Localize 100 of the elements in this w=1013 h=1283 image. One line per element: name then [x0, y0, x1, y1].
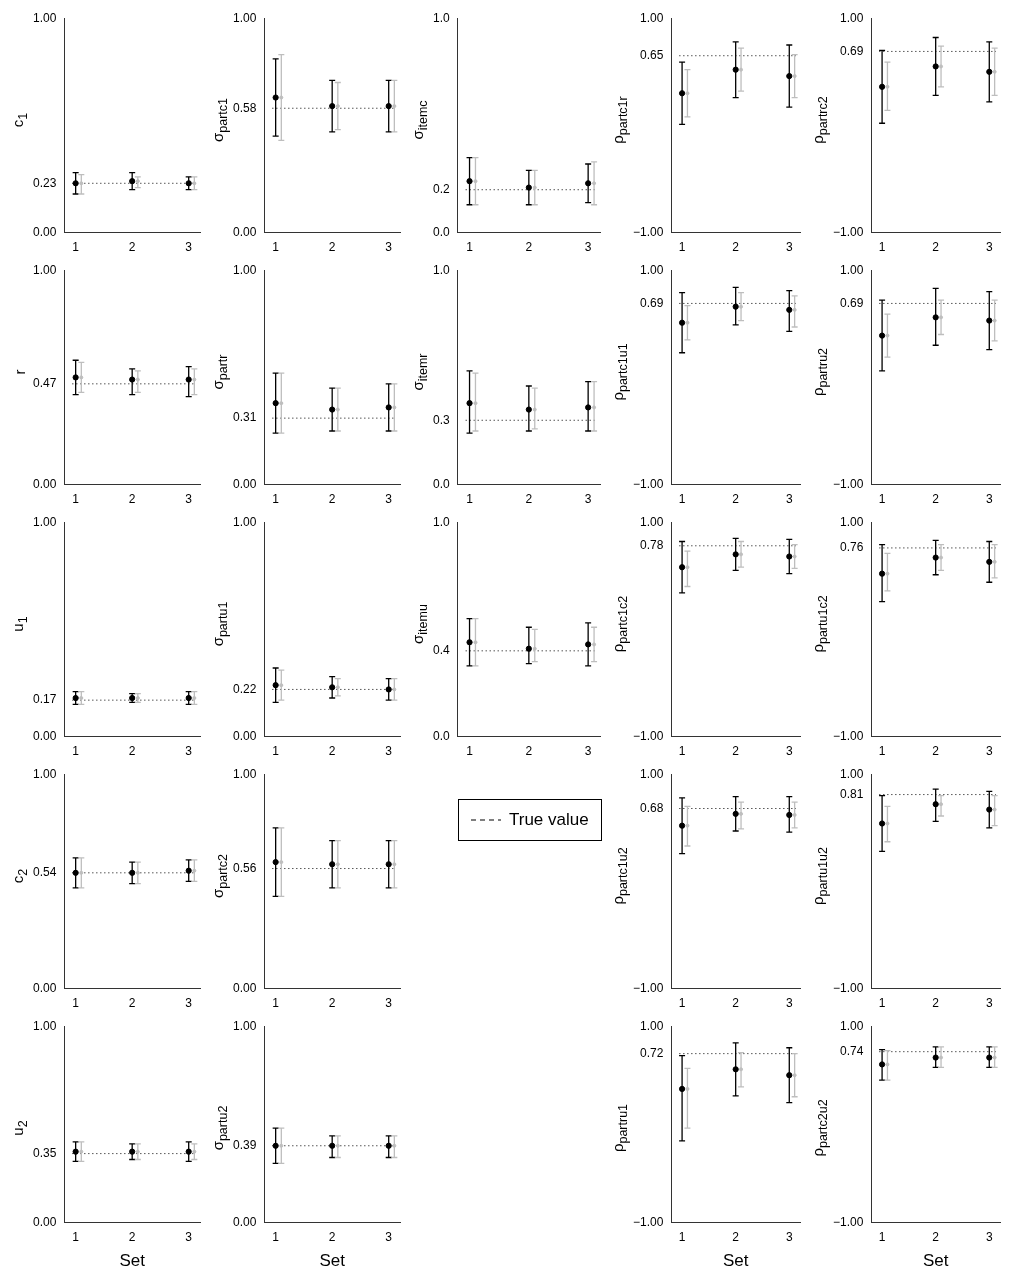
y-tick-label: 1.00: [233, 262, 257, 277]
y-tick-label: 0.0: [432, 728, 450, 743]
y-tick-label: 0.00: [233, 980, 257, 995]
x-tick-label: 1: [72, 492, 80, 507]
y-tick-label: 0.68: [640, 800, 664, 815]
x-tick-label: 2: [732, 1229, 740, 1244]
x-tick-label: 3: [385, 744, 393, 759]
y-tick-label: 1.00: [33, 1018, 57, 1033]
x-tick-label: 2: [525, 240, 533, 255]
x-tick-label: 2: [128, 492, 136, 507]
x-tick-label: 2: [932, 996, 940, 1011]
y-tick-label: 0.00: [233, 224, 257, 239]
y-tick-label: 0.00: [33, 476, 57, 491]
y-tick-label: 0.00: [33, 1214, 57, 1229]
x-tick-label: 1: [72, 1229, 80, 1244]
x-tick-label: 3: [185, 240, 193, 255]
y-tick-label: 1.00: [640, 514, 664, 529]
y-tick-label: 0.35: [33, 1145, 57, 1160]
y-tick-label: −1.00: [632, 476, 664, 491]
y-tick-label: 1.00: [840, 514, 864, 529]
y-tick-label: 0.69: [840, 43, 864, 58]
y-tick-label: −1.00: [632, 728, 664, 743]
y-axis-title: r: [11, 369, 28, 375]
x-tick-label: 1: [272, 492, 280, 507]
x-tick-label: 1: [272, 744, 280, 759]
y-tick-label: 1.00: [640, 766, 664, 781]
y-tick-label: −1.00: [832, 980, 864, 995]
x-tick-label: 3: [584, 744, 592, 759]
y-tick-label: 1.00: [233, 514, 257, 529]
y-tick-label: 0.74: [840, 1043, 864, 1058]
y-tick-label: 0.72: [640, 1045, 664, 1060]
x-tick-label: 2: [128, 1229, 136, 1244]
y-tick-label: 0.00: [233, 728, 257, 743]
y-tick-label: −1.00: [832, 224, 864, 239]
x-tick-label: 3: [785, 492, 793, 507]
x-tick-label: 3: [185, 1229, 193, 1244]
y-tick-label: 0.00: [33, 224, 57, 239]
x-tick-label: 1: [878, 1229, 886, 1244]
x-axis-title: Set: [119, 1251, 146, 1271]
x-tick-label: 3: [985, 240, 993, 255]
x-tick-label: 3: [985, 492, 993, 507]
y-tick-label: 1.00: [33, 514, 57, 529]
y-tick-label: 0.0: [432, 224, 450, 239]
y-tick-label: 0.39: [233, 1138, 257, 1153]
x-tick-label: 3: [584, 240, 592, 255]
y-tick-label: 1.00: [840, 10, 864, 25]
x-tick-label: 1: [272, 996, 280, 1011]
x-tick-label: 3: [985, 1229, 993, 1244]
y-tick-label: 1.0: [432, 514, 450, 529]
y-tick-label: 0.69: [640, 295, 664, 310]
x-tick-label: 2: [328, 744, 336, 759]
x-tick-label: 3: [385, 492, 393, 507]
x-tick-label: 1: [466, 744, 474, 759]
y-tick-label: 0.78: [640, 538, 664, 553]
y-tick-label: 0.76: [840, 540, 864, 555]
y-tick-label: 1.00: [840, 262, 864, 277]
x-tick-label: 3: [185, 744, 193, 759]
y-tick-label: 0.3: [432, 412, 450, 427]
y-tick-label: 0.00: [33, 728, 57, 743]
x-axis-title: Set: [722, 1251, 749, 1271]
y-tick-label: −1.00: [832, 476, 864, 491]
y-tick-label: 1.00: [33, 10, 57, 25]
y-tick-label: 1.00: [840, 766, 864, 781]
y-tick-label: 0.00: [33, 980, 57, 995]
x-tick-label: 1: [272, 240, 280, 255]
x-tick-label: 2: [932, 744, 940, 759]
y-tick-label: 0.69: [840, 295, 864, 310]
x-tick-label: 2: [525, 744, 533, 759]
x-tick-label: 2: [932, 1229, 940, 1244]
y-tick-label: −1.00: [832, 1214, 864, 1229]
x-tick-label: 2: [525, 492, 533, 507]
y-tick-label: 1.00: [33, 766, 57, 781]
x-tick-label: 2: [732, 240, 740, 255]
y-tick-label: 0.4: [432, 643, 450, 658]
x-tick-label: 3: [385, 240, 393, 255]
x-tick-label: 1: [72, 996, 80, 1011]
y-tick-label: 1.00: [233, 766, 257, 781]
x-tick-label: 3: [985, 996, 993, 1011]
x-tick-label: 2: [328, 996, 336, 1011]
y-tick-label: 0.56: [233, 860, 257, 875]
text: True value: [509, 810, 589, 830]
x-tick-label: 2: [128, 744, 136, 759]
y-tick-label: 0.00: [233, 1214, 257, 1229]
x-tick-label: 3: [785, 996, 793, 1011]
x-tick-label: 3: [385, 1229, 393, 1244]
x-tick-label: 2: [128, 240, 136, 255]
x-tick-label: 1: [72, 744, 80, 759]
x-axis-title: Set: [922, 1251, 949, 1271]
x-tick-label: 1: [878, 996, 886, 1011]
y-tick-label: 1.00: [233, 10, 257, 25]
y-tick-label: 1.00: [840, 1018, 864, 1033]
y-tick-label: 0.54: [33, 865, 57, 880]
x-tick-label: 1: [878, 492, 886, 507]
y-tick-label: 0.31: [233, 410, 257, 425]
x-tick-label: 3: [185, 996, 193, 1011]
x-tick-label: 2: [932, 492, 940, 507]
y-tick-label: 1.00: [640, 1018, 664, 1033]
x-tick-label: 1: [72, 240, 80, 255]
x-tick-label: 3: [785, 1229, 793, 1244]
x-tick-label: 3: [185, 492, 193, 507]
